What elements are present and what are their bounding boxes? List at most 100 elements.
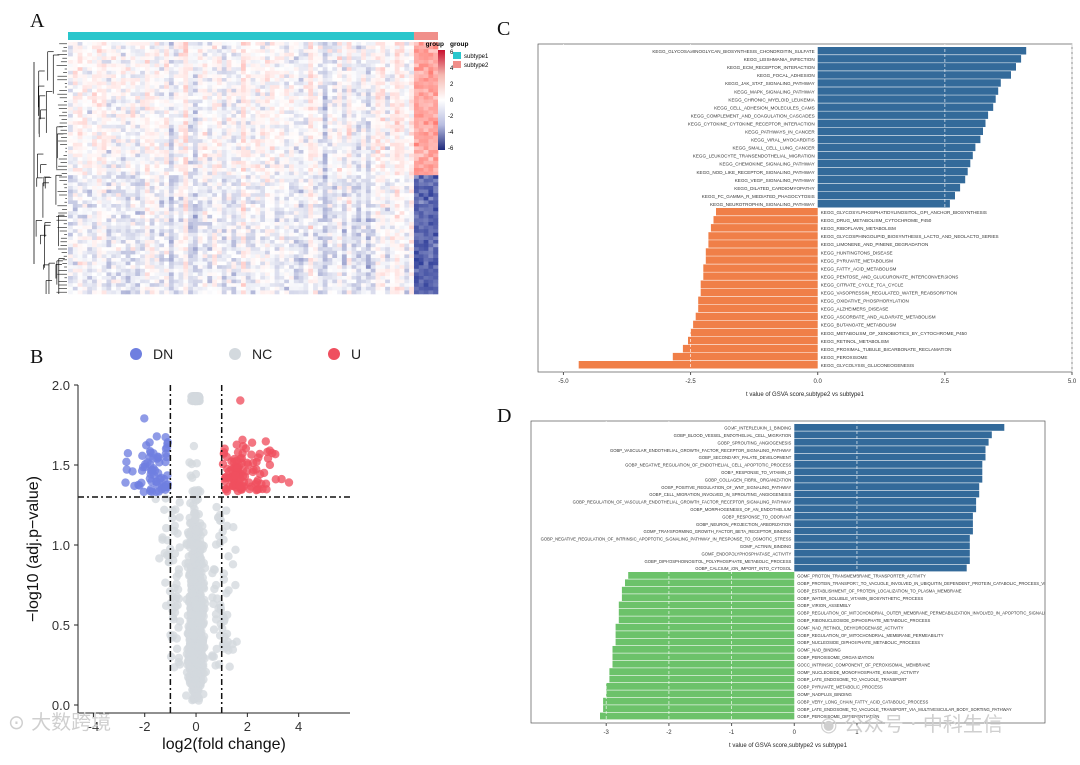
heatmap-cell <box>87 254 92 258</box>
heatmap-cell <box>323 244 328 248</box>
heatmap-cell <box>419 154 424 158</box>
heatmap-cell <box>270 218 275 222</box>
heatmap-cell <box>111 222 116 226</box>
heatmap-cell <box>121 175 126 179</box>
heatmap-cell <box>154 258 159 262</box>
heatmap-cell <box>97 146 102 150</box>
heatmap-cell <box>313 92 318 96</box>
heatmap-cell <box>116 146 121 150</box>
heatmap-cell <box>82 265 87 269</box>
heatmap-cell <box>385 244 390 248</box>
heatmap-cell <box>404 49 409 53</box>
heatmap-cell <box>179 132 184 136</box>
heatmap-cell <box>188 226 193 230</box>
heatmap-cell <box>376 74 381 78</box>
heatmap-cell <box>414 85 419 89</box>
heatmap-cell <box>236 251 241 255</box>
heatmap-cell <box>284 136 289 140</box>
heatmap-cell <box>198 78 203 82</box>
heatmap-cell <box>236 218 241 222</box>
heatmap-cell <box>82 233 87 237</box>
heatmap-cell <box>121 85 126 89</box>
heatmap-cell <box>337 240 342 244</box>
heatmap-cell <box>246 74 251 78</box>
heatmap-cell <box>251 208 256 212</box>
heatmap-cell <box>260 161 265 165</box>
heatmap-cell <box>279 247 284 251</box>
heatmap-cell <box>342 118 347 122</box>
heatmap-cell <box>260 211 265 215</box>
heatmap-cell <box>400 42 405 46</box>
heatmap-cell <box>303 175 308 179</box>
heatmap-cell <box>207 49 212 53</box>
heatmap-cell <box>145 182 150 186</box>
heatmap-cell <box>203 197 208 201</box>
heatmap-cell <box>255 222 260 226</box>
heatmap-cell <box>404 60 409 64</box>
heatmap-cell <box>212 254 217 258</box>
heatmap-cell <box>385 168 390 172</box>
heatmap-cell <box>352 182 357 186</box>
heatmap-cell <box>337 42 342 46</box>
heatmap-cell <box>380 193 385 197</box>
heatmap-cell <box>241 96 246 100</box>
heatmap-cell <box>327 139 332 143</box>
heatmap-cell <box>164 74 169 78</box>
heatmap-cell <box>212 186 217 190</box>
heatmap-cell <box>145 125 150 129</box>
heatmap-cell <box>275 60 280 64</box>
heatmap-cell <box>279 157 284 161</box>
heatmap-cell <box>390 236 395 240</box>
heatmap-cell <box>251 222 256 226</box>
heatmap-cell <box>217 175 222 179</box>
heatmap-cell <box>217 172 222 176</box>
heatmap-cell <box>376 240 381 244</box>
heatmap-cell <box>87 200 92 204</box>
heatmap-cell <box>188 78 193 82</box>
heatmap-cell <box>121 125 126 129</box>
heatmap-cell <box>135 49 140 53</box>
heatmap-cell <box>82 74 87 78</box>
heatmap-cell <box>255 233 260 237</box>
heatmap-cell <box>356 121 361 125</box>
heatmap-cell <box>140 233 145 237</box>
heatmap-cell <box>428 200 433 204</box>
heatmap-cell <box>87 186 92 190</box>
heatmap-cell <box>419 132 424 136</box>
heatmap-cell <box>260 110 265 114</box>
heatmap-cell <box>126 110 131 114</box>
heatmap-cell <box>154 64 159 68</box>
heatmap-cell <box>385 132 390 136</box>
heatmap-cell <box>179 186 184 190</box>
heatmap-cell <box>212 233 217 237</box>
heatmap-cell <box>154 179 159 183</box>
heatmap-cell <box>352 64 357 68</box>
heatmap-cell <box>212 143 217 147</box>
heatmap-cell <box>409 254 414 258</box>
heatmap-cell <box>102 121 107 125</box>
heatmap-cell <box>97 215 102 219</box>
heatmap-cell <box>318 78 323 82</box>
heatmap-cell <box>337 175 342 179</box>
heatmap-cell <box>251 146 256 150</box>
heatmap-cell <box>260 262 265 266</box>
heatmap-cell <box>179 222 184 226</box>
heatmap-cell <box>414 89 419 93</box>
heatmap-cell <box>279 82 284 86</box>
heatmap-cell <box>73 182 78 186</box>
heatmap-cell <box>217 121 222 125</box>
heatmap-cell <box>102 164 107 168</box>
heatmap-cell <box>154 74 159 78</box>
heatmap-cell <box>424 211 429 215</box>
heatmap-cell <box>376 193 381 197</box>
heatmap-cell <box>145 244 150 248</box>
heatmap-cell <box>188 161 193 165</box>
heatmap-cell <box>246 161 251 165</box>
heatmap-cell <box>409 161 414 165</box>
heatmap-cell <box>332 143 337 147</box>
heatmap-cell <box>241 247 246 251</box>
heatmap-cell <box>404 258 409 262</box>
heatmap-cell <box>255 132 260 136</box>
heatmap-cell <box>419 161 424 165</box>
heatmap-cell <box>404 74 409 78</box>
